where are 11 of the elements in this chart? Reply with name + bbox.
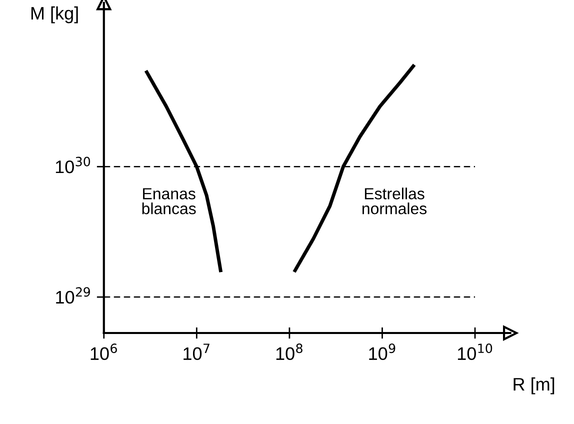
x-axis-title: R [m] (514, 377, 554, 394)
y-axis-title: M [kg] (31, 6, 78, 24)
y-tick-label: 10$^{29}$ (56, 287, 90, 304)
x-tick-label: 10$^{9}$ (369, 344, 396, 360)
x-tick-label: 10$^{7}$ (184, 344, 210, 360)
x-tick-label: 10$^{8}$ (276, 344, 302, 360)
x-tick-label: 10$^{6}$ (90, 344, 117, 360)
series-label: Estrellas normales (362, 188, 427, 214)
y-tick-label: 10$^{30}$ (56, 156, 90, 174)
series-label: Enanas blancas (142, 188, 196, 214)
x-tick-label: 10$^{10}$ (458, 344, 492, 360)
